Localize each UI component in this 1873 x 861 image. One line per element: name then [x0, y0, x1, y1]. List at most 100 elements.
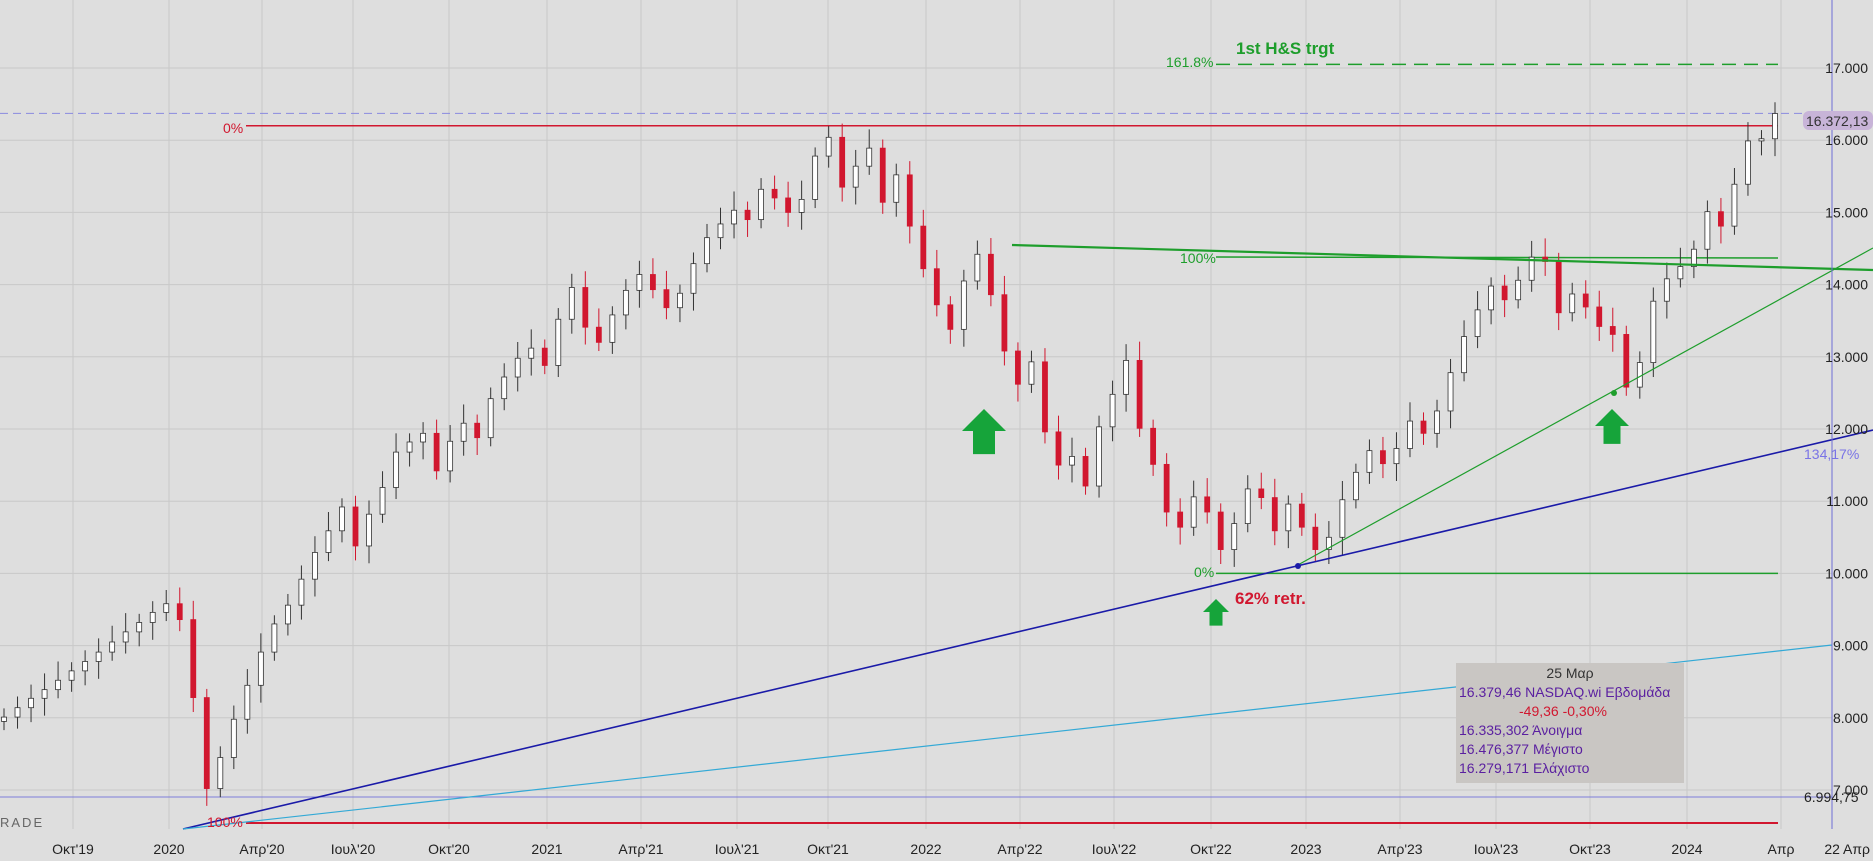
candle-body: [933, 268, 940, 306]
x-tick-label: 2023: [1290, 841, 1321, 857]
candle-body: [1609, 326, 1616, 335]
candle-body: [1042, 361, 1048, 433]
candle-body: [650, 274, 656, 291]
candle-body: [1271, 497, 1278, 532]
candle-body: [879, 147, 886, 203]
x-tick-label: Ιουλ'21: [715, 841, 760, 857]
candle-body: [433, 432, 440, 472]
candle-body: [1285, 503, 1292, 532]
x-tick-label: Ιουλ'20: [331, 841, 376, 857]
candle-body: [906, 174, 913, 227]
green-up-arrow: [1203, 599, 1229, 626]
x-tick-label: Ιουλ'22: [1092, 841, 1137, 857]
candle-body: [1366, 450, 1373, 473]
candle-body: [704, 237, 710, 265]
candle-body: [474, 422, 481, 439]
x-tick-label: 2020: [153, 841, 184, 857]
candle-body: [1231, 523, 1238, 550]
candle-body: [852, 165, 859, 188]
x-axis: Οκτ'19 2020 Απρ'20 Ιουλ'20 Οκτ'20 2021 Απρ'21 Ι…: [52, 841, 1870, 857]
candle-body: [785, 197, 792, 213]
candle-body: [1190, 496, 1197, 528]
candle-body: [1690, 248, 1697, 267]
candle-body: [1312, 526, 1319, 550]
long-term-trendline: [182, 429, 1873, 830]
candle-body: [947, 304, 954, 330]
candle-body: [203, 697, 210, 789]
candle-body: [514, 357, 521, 378]
x-tick-label: Οκτ'23: [1569, 841, 1611, 857]
x-tick-label: Απρ'22: [997, 841, 1042, 857]
candle-body: [366, 513, 372, 547]
candle-body: [230, 718, 237, 758]
candle-body: [677, 292, 683, 309]
candle-body: [690, 263, 697, 294]
candle-body: [501, 376, 508, 400]
candle-body: [568, 287, 575, 320]
candle-body: [447, 440, 454, 472]
target-label: 1st H&S trgt: [1236, 39, 1335, 58]
candle-body: [541, 347, 548, 366]
candle-body: [798, 199, 805, 213]
green-up-arrow: [1595, 409, 1629, 444]
candle-body: [1650, 300, 1657, 363]
level-lines: [0, 63, 1832, 824]
x-tick-label: 2024: [1671, 841, 1702, 857]
candle-body: [1353, 471, 1359, 501]
candle-body: [109, 641, 116, 653]
candle-body: [244, 684, 251, 720]
y-tick-label: 8.000: [1833, 710, 1868, 726]
x-tick-label: Οκτ'20: [428, 841, 470, 857]
info-high: 16.476,377 Μέγιστο: [1459, 741, 1583, 757]
candle-body: [825, 136, 832, 157]
candle-body: [1069, 456, 1075, 466]
candle-body: [1758, 138, 1765, 142]
candle-body: [1177, 511, 1184, 528]
candle-body: [1528, 256, 1535, 281]
arrows: [962, 409, 1629, 626]
y-tick-label: 12.000: [1825, 421, 1868, 437]
candle-body: [312, 552, 318, 580]
candle-body: [1, 716, 7, 722]
candle-body: [1515, 279, 1522, 301]
candle-body: [393, 451, 399, 488]
candle-body: [298, 578, 305, 606]
trendline-extension-tag: 134,17%: [1804, 446, 1859, 462]
fib-0-top-label: 0%: [223, 120, 243, 136]
x-tick-label: Οκτ'19: [52, 841, 94, 857]
candle-body: [285, 604, 291, 625]
candle-body: [744, 209, 751, 221]
candle-body: [217, 757, 224, 789]
candle-body: [406, 441, 413, 453]
reference-price-tag: 6.994,75: [1804, 789, 1859, 805]
candle-body: [636, 274, 643, 291]
candle-body: [176, 603, 183, 621]
candle-body: [1028, 361, 1035, 385]
y-axis: 17.000 16.000 15.000 14.000 13.000 12.000 11.0…: [1825, 60, 1868, 798]
x-tick-label: Οκτ'22: [1190, 841, 1232, 857]
candle-body: [55, 679, 61, 691]
candle-body: [555, 318, 562, 366]
candle-body: [622, 289, 629, 316]
y-tick-label: 17.000: [1825, 60, 1868, 76]
candle-body: [717, 223, 724, 239]
uptrend-anchor-point: [1611, 390, 1617, 396]
candle-body: [771, 188, 778, 199]
candle-body: [1393, 448, 1400, 465]
candle-body: [1596, 306, 1603, 327]
x-tick-label: 2021: [531, 841, 562, 857]
y-tick-label: 15.000: [1825, 204, 1868, 220]
trendline-anchor-point: [1295, 563, 1301, 569]
candle-body: [920, 225, 927, 270]
ohlc-info-box: 25 Μαρ 16.379,46 NASDAQ.wi Εβδομάδα -49,…: [1456, 663, 1684, 783]
candle-body: [758, 188, 764, 221]
y-tick-label: 13.000: [1825, 349, 1868, 365]
candle-body: [1123, 360, 1129, 395]
candle-body: [1731, 183, 1738, 227]
candle-body: [487, 398, 494, 439]
green-up-arrow: [962, 409, 1006, 455]
candle-body: [1150, 427, 1157, 465]
candle-body: [1298, 503, 1305, 528]
